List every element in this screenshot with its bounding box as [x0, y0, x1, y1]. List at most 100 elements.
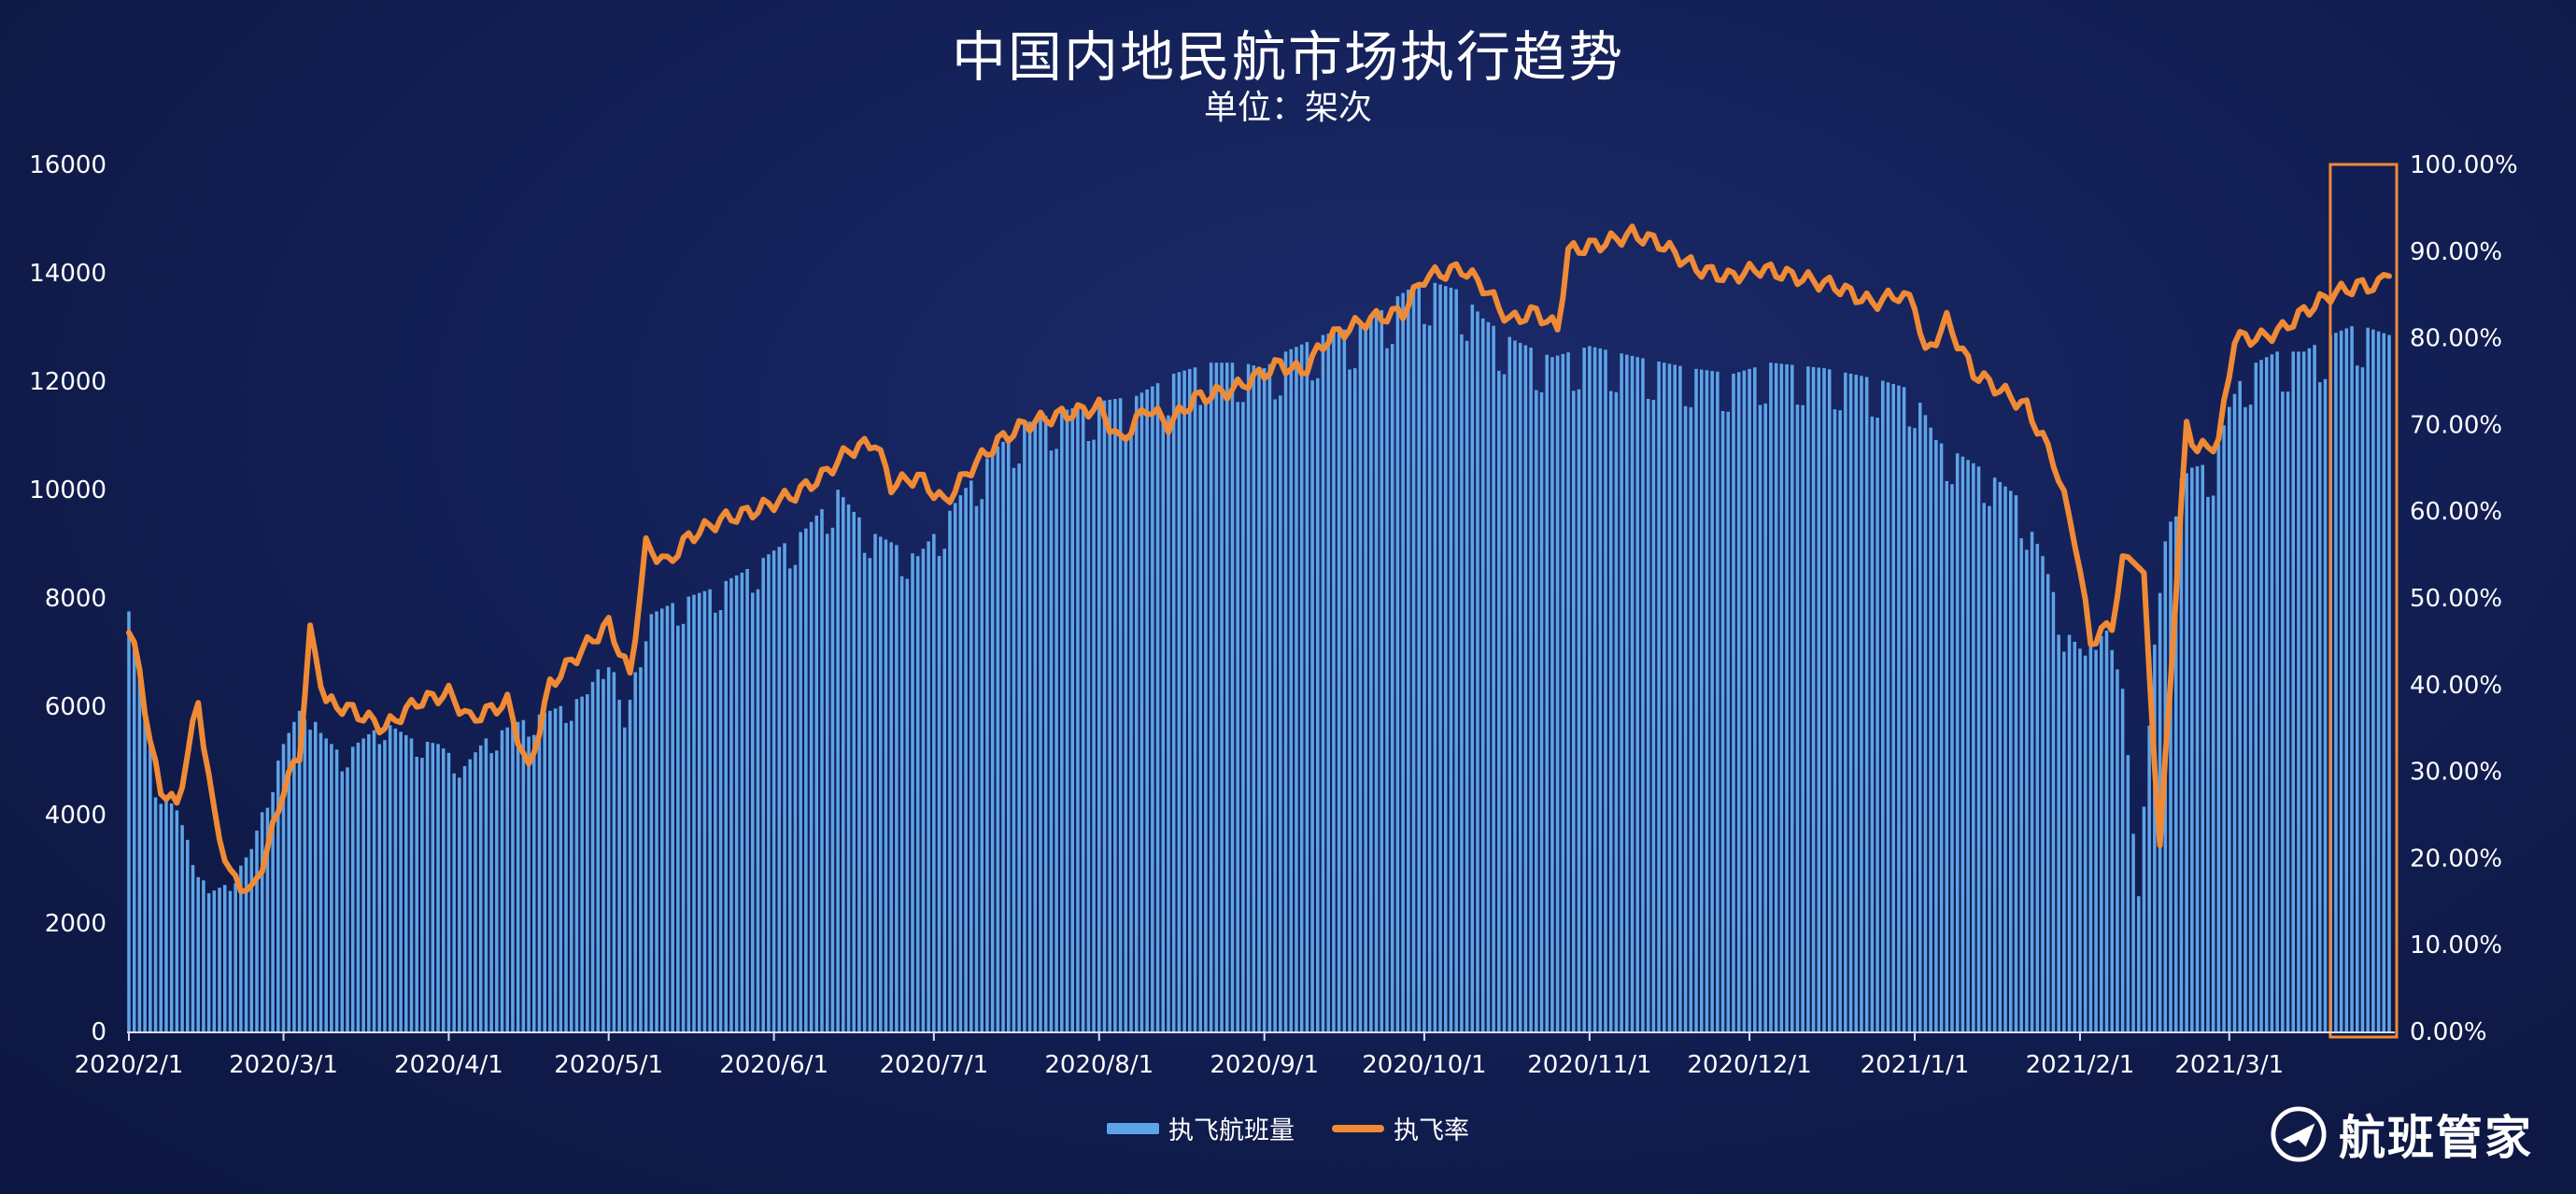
flight-volume-bar	[356, 742, 361, 1031]
flight-volume-bar	[249, 848, 254, 1031]
flight-volume-bar	[164, 796, 168, 1031]
flight-volume-bar	[905, 578, 910, 1031]
flight-volume-bar	[361, 738, 365, 1031]
flight-volume-bar	[489, 753, 493, 1031]
flight-volume-bar	[2088, 640, 2093, 1031]
y-right-tick-label: 60.00%	[2410, 498, 2502, 526]
flight-volume-bar	[1795, 405, 1800, 1031]
flight-volume-bar	[718, 609, 723, 1031]
x-tick-label: 2020/6/1	[719, 1051, 828, 1079]
flight-volume-bar	[1316, 377, 1320, 1031]
flight-volume-bar	[878, 536, 883, 1031]
flight-volume-bar	[740, 572, 744, 1031]
flight-volume-bar	[1982, 503, 1986, 1031]
flight-volume-bar	[1571, 391, 1576, 1032]
flight-volume-bar	[990, 450, 995, 1031]
flight-volume-bar	[1523, 345, 1528, 1031]
flight-volume-bar	[1267, 363, 1272, 1031]
flight-volume-bar	[2243, 406, 2247, 1032]
flight-volume-bar	[2116, 669, 2119, 1031]
flight-volume-bar	[1113, 399, 1117, 1031]
flight-volume-bar	[996, 446, 1000, 1031]
flight-volume-bar	[1369, 319, 1373, 1031]
flight-volume-bar	[1220, 362, 1224, 1031]
flight-volume-bar	[1449, 287, 1453, 1031]
flight-volume-bar	[2153, 644, 2157, 1031]
flight-volume-bar	[1295, 347, 1298, 1031]
x-tick-label: 2020/5/1	[554, 1051, 663, 1079]
flight-volume-bar	[2222, 425, 2226, 1032]
flight-volume-bar	[2057, 634, 2060, 1031]
flight-volume-bar	[1039, 418, 1042, 1031]
flight-volume-bar	[1139, 392, 1144, 1031]
flight-volume-bar	[1204, 403, 1208, 1031]
flight-volume-bar	[318, 732, 323, 1031]
y-right-tick-label: 10.00%	[2410, 931, 2502, 959]
flight-volume-bar	[548, 710, 552, 1031]
flight-volume-bar	[2281, 391, 2285, 1031]
flight-volume-bar	[2248, 405, 2253, 1031]
flight-volume-bar	[692, 594, 696, 1031]
flight-volume-bar	[1742, 370, 1747, 1031]
flight-volume-bar	[1753, 367, 1757, 1032]
flight-volume-bar	[1608, 391, 1613, 1031]
flight-volume-bar	[644, 641, 648, 1031]
flight-volume-bar	[2083, 655, 2088, 1031]
flight-volume-bar	[1497, 370, 1501, 1031]
flight-volume-bar	[222, 885, 227, 1031]
flight-volume-bar	[948, 510, 952, 1031]
flight-volume-bar	[2073, 641, 2077, 1031]
flight-volume-bar	[612, 672, 616, 1031]
flight-volume-bar	[2286, 391, 2290, 1031]
execution-rate-line	[126, 223, 2392, 894]
flight-volume-bar	[1358, 325, 1363, 1032]
flight-volume-bar	[1171, 374, 1176, 1031]
y-right-tick-label: 90.00%	[2410, 238, 2502, 266]
flight-volume-bar	[1790, 364, 1794, 1031]
flight-volume-bar	[186, 839, 190, 1031]
flight-volume-bar	[1352, 368, 1357, 1032]
legend-item-bars[interactable]: 执飞航班量	[1107, 1110, 1295, 1146]
flight-volume-bar	[1577, 389, 1581, 1031]
brand-name: 航班管家	[2339, 1111, 2533, 1165]
flight-volume-bar	[751, 592, 755, 1031]
flight-volume-bar	[1934, 439, 1938, 1031]
x-tick-label: 2020/9/1	[1210, 1051, 1319, 1079]
flight-volume-bar	[639, 667, 643, 1031]
flight-volume-bar	[1151, 386, 1154, 1031]
flight-volume-bar	[2264, 357, 2269, 1031]
flight-volume-bar	[1860, 376, 1863, 1031]
flight-volume-bar	[1566, 352, 1570, 1031]
flight-volume-bar	[1198, 405, 1202, 1031]
flight-volume-bar	[899, 576, 904, 1031]
flight-volume-bar	[2008, 490, 2013, 1031]
flight-volume-bar	[1785, 363, 1789, 1031]
flight-volume-bar	[350, 746, 355, 1031]
flight-volume-bar	[2147, 725, 2151, 1031]
flight-volume-bar	[1411, 286, 1416, 1031]
flight-volume-bar	[452, 773, 456, 1031]
flight-volume-bar	[2041, 556, 2045, 1031]
flight-volume-bar	[196, 876, 200, 1031]
flight-volume-bar	[1054, 448, 1058, 1031]
flight-volume-bar	[767, 554, 771, 1031]
y-right-tick-label: 30.00%	[2410, 759, 2502, 787]
x-tick-label: 2020/7/1	[879, 1051, 988, 1079]
flight-volume-bar	[2195, 466, 2200, 1032]
flight-volume-bar	[2104, 631, 2109, 1031]
flight-volume-bar	[244, 857, 248, 1031]
flight-volume-bar	[921, 548, 926, 1031]
flight-volume-bar	[927, 541, 930, 1031]
bars-layer	[127, 282, 2391, 1032]
flight-volume-bar	[2387, 334, 2391, 1032]
legend-item-line[interactable]: 执飞率	[1332, 1110, 1469, 1146]
flight-volume-bar	[1155, 383, 1160, 1031]
flight-volume-bar	[346, 767, 349, 1031]
flight-volume-bar	[623, 727, 627, 1031]
flight-volume-bar	[842, 497, 845, 1031]
flight-volume-bar	[825, 533, 829, 1031]
flight-volume-bar	[202, 880, 205, 1031]
flight-volume-bar	[2254, 362, 2258, 1031]
flight-volume-bar	[820, 508, 824, 1031]
flight-volume-bar	[1598, 348, 1603, 1031]
